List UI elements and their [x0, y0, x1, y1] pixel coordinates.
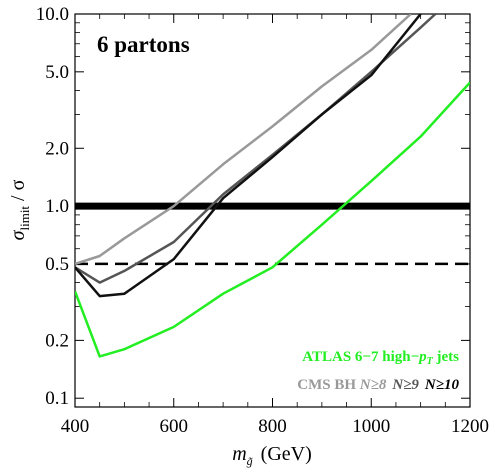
panel-label: 6 partons — [97, 32, 190, 57]
y-tick-label: 0.5 — [45, 254, 69, 275]
legend-atlas: ATLAS 6−7 high−pT jets — [302, 349, 459, 367]
legend-cms-n10: N≥10 — [424, 377, 460, 393]
y-axis-label-main: σ — [7, 229, 29, 240]
legend-cms-n8: N≥8 — [359, 377, 387, 393]
y-tick-label: 10.0 — [36, 4, 69, 25]
legend-cms-n9: N≥9 — [391, 377, 419, 393]
x-axis-label-main: m — [232, 443, 246, 465]
y-axis-label-tail: / σ — [7, 179, 29, 206]
y-tick-label: 1.0 — [45, 196, 69, 217]
x-tick-label: 800 — [258, 416, 287, 437]
tick-labels: 400 600 800 1000 1200 0.1 0.2 0.5 1.0 2.0 5.0 10.0 — [36, 4, 489, 437]
series-line-3 — [75, 14, 422, 298]
legend-atlas-text: ATLAS 6−7 high− — [302, 349, 419, 365]
series-line-0 — [75, 81, 470, 358]
y-tick-label: 5.0 — [45, 62, 69, 83]
y-tick-label: 0.1 — [45, 388, 69, 409]
x-tick-label: 1000 — [352, 416, 390, 437]
y-axis-label-sub: limit — [17, 206, 32, 231]
x-tick-label: 1200 — [451, 416, 489, 437]
reference-lines — [75, 202, 470, 266]
series-line-1 — [75, 14, 412, 266]
legend-atlas-pt-sub: T — [427, 356, 434, 367]
legend-cms: CMS BH N≥8 N≥9 N≥10 — [297, 377, 459, 393]
legend-atlas-pt: p — [417, 349, 427, 365]
series-line-2 — [75, 14, 437, 284]
legend-atlas-tail: jets — [433, 349, 459, 365]
y-tick-label: 2.0 — [45, 138, 69, 159]
y-axis-label: σlimit / σ — [7, 179, 32, 240]
x-axis-label-unit: (GeV) — [261, 443, 312, 465]
axis-ticks — [74, 13, 471, 407]
x-tick-label: 600 — [160, 416, 189, 437]
y-tick-label: 0.2 — [45, 330, 69, 351]
x-tick-label: 400 — [61, 416, 90, 437]
x-axis-label-sub: g̃ — [247, 454, 253, 468]
x-axis-label: mg̃ (GeV) — [232, 443, 312, 468]
legend-cms-label: CMS BH — [297, 377, 360, 393]
series-lines — [75, 14, 470, 358]
